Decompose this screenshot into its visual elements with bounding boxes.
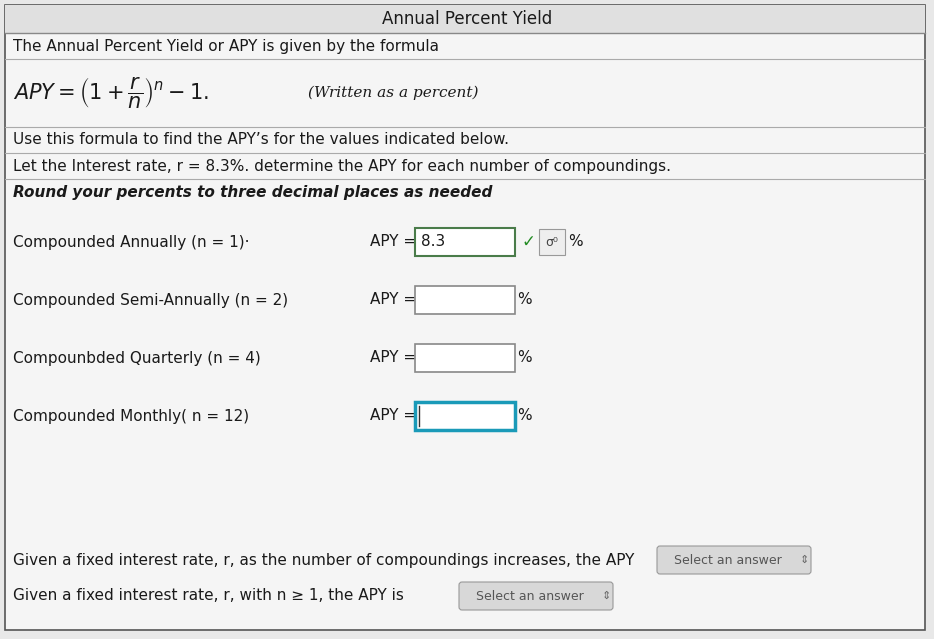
Text: σ⁰: σ⁰ bbox=[545, 236, 559, 249]
Bar bbox=[415, 344, 515, 372]
Text: Annual Percent Yield: Annual Percent Yield bbox=[382, 10, 552, 28]
Text: Select an answer: Select an answer bbox=[476, 590, 584, 603]
Bar bbox=[539, 229, 565, 255]
Text: Use this formula to find the APY’s for the values indicated below.: Use this formula to find the APY’s for t… bbox=[13, 132, 509, 148]
Text: Given a fixed interest rate, r, with n ≥ 1, the APY is: Given a fixed interest rate, r, with n ≥… bbox=[13, 589, 403, 603]
Text: $APY = \left(1 + \dfrac{r}{n}\right)^n - 1.$: $APY = \left(1 + \dfrac{r}{n}\right)^n -… bbox=[13, 75, 209, 111]
Bar bbox=[5, 5, 925, 33]
Text: APY =: APY = bbox=[370, 293, 417, 307]
Text: %: % bbox=[517, 351, 531, 366]
Bar bbox=[415, 228, 515, 256]
Text: APY =: APY = bbox=[370, 235, 417, 249]
Text: (Written as a percent): (Written as a percent) bbox=[308, 86, 478, 100]
Text: Round your percents to three decimal places as needed: Round your percents to three decimal pla… bbox=[13, 185, 492, 201]
Bar bbox=[415, 402, 515, 430]
Text: %: % bbox=[517, 408, 531, 424]
Text: ✓: ✓ bbox=[521, 233, 535, 251]
Text: ⇕: ⇕ bbox=[800, 555, 809, 565]
Text: Compounbded Quarterly (n = 4): Compounbded Quarterly (n = 4) bbox=[13, 351, 261, 366]
Bar bbox=[415, 286, 515, 314]
Text: ⇕: ⇕ bbox=[601, 591, 611, 601]
Text: The Annual Percent Yield or APY is given by the formula: The Annual Percent Yield or APY is given… bbox=[13, 38, 439, 54]
FancyBboxPatch shape bbox=[459, 582, 613, 610]
Text: %: % bbox=[568, 235, 583, 249]
Text: Compounded Annually (n = 1)·: Compounded Annually (n = 1)· bbox=[13, 235, 249, 249]
Text: Compounded Semi-Annually (n = 2): Compounded Semi-Annually (n = 2) bbox=[13, 293, 288, 307]
Text: APY =: APY = bbox=[370, 351, 417, 366]
Text: Compounded Monthly( n = 12): Compounded Monthly( n = 12) bbox=[13, 408, 249, 424]
Text: APY =: APY = bbox=[370, 408, 417, 424]
Text: Select an answer: Select an answer bbox=[674, 553, 782, 567]
Text: %: % bbox=[517, 293, 531, 307]
Text: 8.3: 8.3 bbox=[421, 235, 446, 249]
Text: Let the Interest rate, r = 8.3%. determine the APY for each number of compoundin: Let the Interest rate, r = 8.3%. determi… bbox=[13, 158, 671, 174]
FancyBboxPatch shape bbox=[657, 546, 811, 574]
Text: Given a fixed interest rate, r, as the number of compoundings increases, the APY: Given a fixed interest rate, r, as the n… bbox=[13, 553, 634, 567]
